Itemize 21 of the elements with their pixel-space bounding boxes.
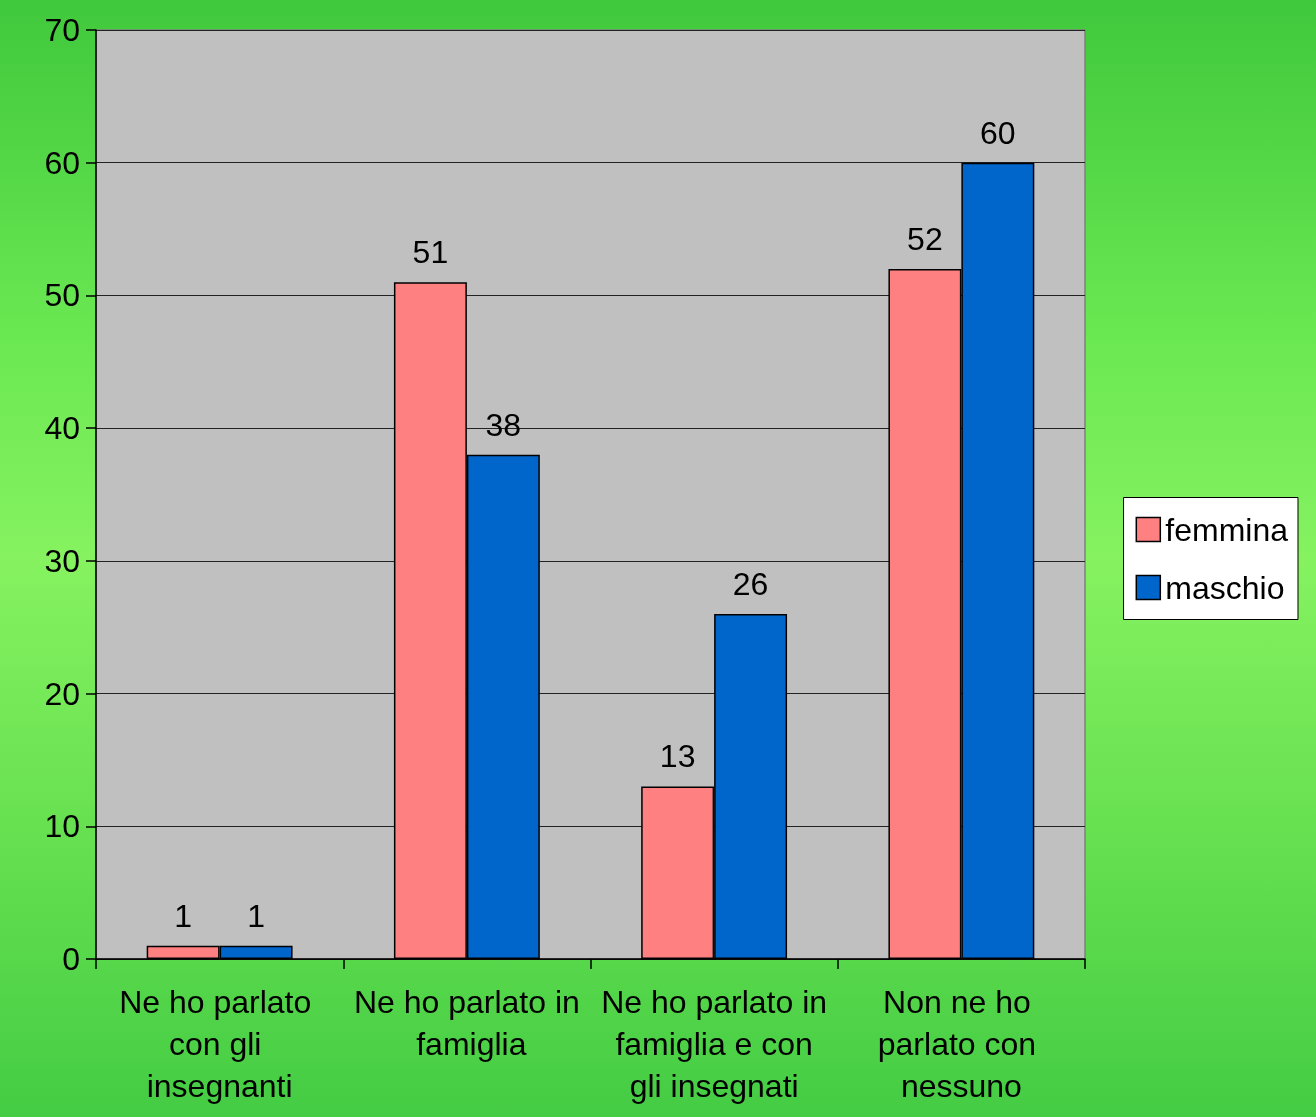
y-tick-label: 0 <box>62 941 80 977</box>
x-tick-label: Ne ho parlato in famiglia <box>353 984 580 1062</box>
data-label: 60 <box>980 114 1016 151</box>
legend-label: femmina <box>1165 511 1289 548</box>
data-label: 26 <box>732 565 769 602</box>
y-tick-label: 70 <box>44 12 80 48</box>
data-label: 1 <box>247 897 265 934</box>
y-tick-label: 30 <box>44 542 80 579</box>
y-tick-label: 40 <box>44 410 80 447</box>
x-tick-label: Ne ho parlato con gli insegnanti <box>119 984 321 1104</box>
y-tick-label: 50 <box>44 277 80 314</box>
x-tick-label: Non ne ho parlato con nessuno <box>877 984 1045 1104</box>
data-label: 51 <box>412 234 449 271</box>
y-tick-label: 60 <box>44 144 80 181</box>
x-tick-label: Ne ho parlato in famiglia e con gli insegnati <box>601 984 828 1104</box>
y-tick-label: 10 <box>44 808 80 845</box>
data-label: 13 <box>659 738 696 775</box>
data-label: 1 <box>174 897 193 934</box>
data-label: 52 <box>907 220 943 257</box>
legend-label: maschio <box>1165 569 1285 606</box>
y-tick-label: 20 <box>44 675 80 712</box>
